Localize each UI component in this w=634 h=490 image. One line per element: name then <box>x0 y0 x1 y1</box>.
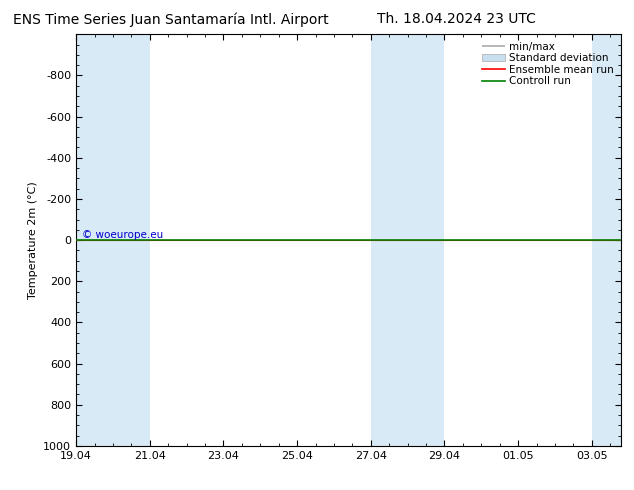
Text: © woeurope.eu: © woeurope.eu <box>82 230 163 240</box>
Bar <box>371 34 444 446</box>
Bar <box>592 34 621 446</box>
Text: Th. 18.04.2024 23 UTC: Th. 18.04.2024 23 UTC <box>377 12 536 26</box>
Bar <box>76 34 150 446</box>
Y-axis label: Temperature 2m (°C): Temperature 2m (°C) <box>28 181 37 299</box>
Text: ENS Time Series Juan Santamaría Intl. Airport: ENS Time Series Juan Santamaría Intl. Ai… <box>13 12 329 27</box>
Legend: min/max, Standard deviation, Ensemble mean run, Controll run: min/max, Standard deviation, Ensemble me… <box>480 40 616 88</box>
